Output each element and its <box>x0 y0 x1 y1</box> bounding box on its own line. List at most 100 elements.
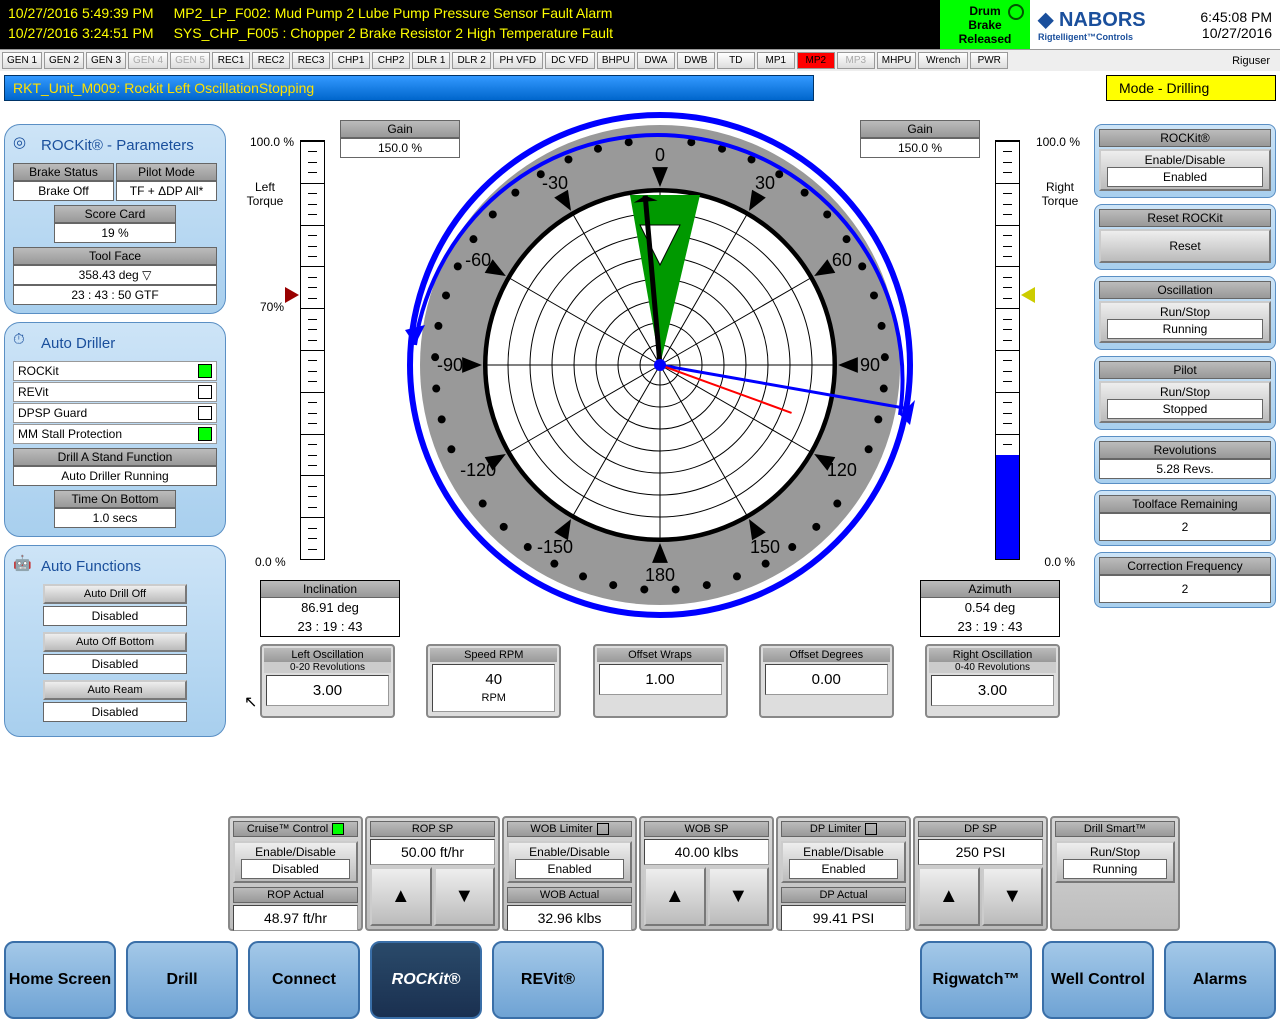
osc-box[interactable]: Left Oscillation0-20 Revolutions3.00 <box>260 644 395 718</box>
nav-connect[interactable]: Connect <box>248 941 360 1019</box>
status-dlr-2[interactable]: DLR 2 <box>452 52 490 69</box>
rop-up-button[interactable]: ▲ <box>370 867 432 926</box>
rockit-enable-button[interactable]: Enable/DisableEnabled <box>1099 149 1271 191</box>
status-pwr[interactable]: PWR <box>970 52 1008 69</box>
alarm-log: 10/27/2016 5:49:39 PMMP2_LP_F002: Mud Pu… <box>0 0 940 49</box>
af-button[interactable]: Auto Drill Off <box>43 584 187 604</box>
mode-indicator: Mode - Drilling <box>1106 75 1276 101</box>
auto-item[interactable]: DPSP Guard <box>13 403 217 423</box>
nav-alarms[interactable]: Alarms <box>1164 941 1276 1019</box>
top-bar: 10/27/2016 5:49:39 PMMP2_LP_F002: Mud Pu… <box>0 0 1280 50</box>
status-mhpu[interactable]: MHPU <box>877 52 916 69</box>
status-bhpu[interactable]: BHPU <box>597 52 635 69</box>
clock: 6:45:08 PM 10/27/2016 <box>1200 9 1272 41</box>
nav-home-screen[interactable]: Home Screen <box>4 941 116 1019</box>
status-ph-vfd[interactable]: PH VFD <box>493 52 543 69</box>
nav-rockit-[interactable]: ROCKit® <box>370 941 482 1019</box>
status-rec2[interactable]: REC2 <box>252 52 290 69</box>
bottom-nav: Home ScreenDrillConnectROCKit®REVit® Rigw… <box>4 941 1276 1019</box>
indicator-icon <box>332 823 344 835</box>
dp-down-button[interactable]: ▼ <box>982 867 1044 926</box>
osc-runstop-button[interactable]: Run/StopRunning <box>1099 301 1271 343</box>
status-dc-vfd[interactable]: DC VFD <box>545 52 595 69</box>
status-rec3[interactable]: REC3 <box>292 52 330 69</box>
osc-box[interactable]: Speed RPM40RPM <box>426 644 561 718</box>
wob-down-button[interactable]: ▼ <box>708 867 770 926</box>
message-bar: RKT_Unit_M009: Rockit Left OscillationSt… <box>0 71 1280 105</box>
wob-limiter-panel: WOB Limiter Enable/DisableEnabled WOB Ac… <box>502 816 637 931</box>
svg-text:0: 0 <box>655 145 665 165</box>
svg-text:90: 90 <box>860 355 880 375</box>
reset-rockit-panel: Reset ROCKit Reset <box>1094 204 1276 270</box>
status-mp1[interactable]: MP1 <box>757 52 795 69</box>
dp-enable-button[interactable]: Enable/DisableEnabled <box>781 841 906 883</box>
wob-sp-panel: WOB SP 40.00 klbs ▲▼ <box>639 816 774 931</box>
alarm-msg: SYS_CHP_F005 : Chopper 2 Brake Resistor … <box>174 24 613 44</box>
osc-box[interactable]: Offset Degrees0.00 <box>759 644 894 718</box>
toolface-compass: 0306090120150180-150-120-90-60-30 <box>400 105 920 625</box>
status-gen-3[interactable]: GEN 3 <box>86 52 126 69</box>
wob-enable-button[interactable]: Enable/DisableEnabled <box>507 841 632 883</box>
indicator-icon <box>597 823 609 835</box>
status-mp2[interactable]: MP2 <box>797 52 835 69</box>
auto-item[interactable]: MM Stall Protection <box>13 424 217 444</box>
status-chp1[interactable]: CHP1 <box>332 52 370 69</box>
pilot-runstop-button[interactable]: Run/StopStopped <box>1099 381 1271 423</box>
control-strip: Cruise™ Control Enable/DisableDisabled R… <box>228 816 1278 931</box>
nav-well-control[interactable]: Well Control <box>1042 941 1154 1019</box>
rockit-enable-panel: ROCKit® Enable/DisableEnabled <box>1094 124 1276 198</box>
drum-brake-status: Drum Brake Released <box>940 0 1030 49</box>
alarm-msg: MP2_LP_F002: Mud Pump 2 Lube Pump Pressu… <box>174 4 613 24</box>
svg-text:-150: -150 <box>537 537 573 557</box>
status-dwb[interactable]: DWB <box>677 52 715 69</box>
auto-driller-panel: ⏱Auto Driller ROCKitREVitDPSP GuardMM St… <box>4 322 226 537</box>
status-dwa[interactable]: DWA <box>637 52 675 69</box>
right-torque-bar <box>995 140 1020 560</box>
status-rec1[interactable]: REC1 <box>212 52 250 69</box>
auto-item[interactable]: ROCKit <box>13 361 217 381</box>
osc-box[interactable]: Right Oscillation0-40 Revolutions3.00 <box>925 644 1060 718</box>
drillsmart-button[interactable]: Run/StopRunning <box>1055 841 1175 883</box>
rockit-params-panel: ◎ROCKit® - Parameters Brake StatusBrake … <box>4 124 226 314</box>
svg-text:30: 30 <box>755 173 775 193</box>
af-button[interactable]: Auto Ream <box>43 680 187 700</box>
azimuth-box: Azimuth 0.54 deg 23 : 19 : 43 <box>920 580 1060 637</box>
status-gen-2[interactable]: GEN 2 <box>44 52 84 69</box>
rop-down-button[interactable]: ▼ <box>434 867 496 926</box>
drillsmart-panel: Drill Smart™ Run/StopRunning <box>1050 816 1180 931</box>
left-column: ◎ROCKit® - Parameters Brake StatusBrake … <box>0 120 230 933</box>
wob-up-button[interactable]: ▲ <box>644 867 706 926</box>
status-gen-1[interactable]: GEN 1 <box>2 52 42 69</box>
dp-limiter-panel: DP Limiter Enable/DisableEnabled DP Actu… <box>776 816 911 931</box>
cruise-panel: Cruise™ Control Enable/DisableDisabled R… <box>228 816 363 931</box>
auto-item[interactable]: REVit <box>13 382 217 402</box>
alarm-ts: 10/27/2016 3:24:51 PM <box>8 24 154 44</box>
svg-text:-30: -30 <box>542 173 568 193</box>
status-chp2[interactable]: CHP2 <box>372 52 410 69</box>
osc-box[interactable]: Offset Wraps1.00 <box>593 644 728 718</box>
right-column: ROCKit® Enable/DisableEnabled Reset ROCK… <box>1090 120 1280 933</box>
status-td[interactable]: TD <box>717 52 755 69</box>
status-wrench[interactable]: Wrench <box>918 52 968 69</box>
status-gen-4[interactable]: GEN 4 <box>128 52 168 69</box>
gauge-area: Gain150.0 % Gain150.0 % 100.0 % 70% 0.0 … <box>230 120 1090 610</box>
nav-drill[interactable]: Drill <box>126 941 238 1019</box>
nav-rigwatch-[interactable]: Rigwatch™ <box>920 941 1032 1019</box>
correction-freq-panel: Correction Frequency2 <box>1094 552 1276 608</box>
nav-revit-[interactable]: REVit® <box>492 941 604 1019</box>
af-button[interactable]: Auto Off Bottom <box>43 632 187 652</box>
status-dlr-1[interactable]: DLR 1 <box>412 52 450 69</box>
target-icon: ◎ <box>13 133 37 157</box>
nabors-logo: ◆ NABORS Rigtelligent™Controls <box>1038 7 1146 42</box>
user-label: Riguser <box>1232 55 1278 67</box>
reset-button[interactable]: Reset <box>1099 229 1271 263</box>
logo-area: ◆ NABORS Rigtelligent™Controls 6:45:08 P… <box>1030 0 1280 49</box>
incl-azim-row: Inclination 86.91 deg 23 : 19 : 43 Azimu… <box>230 580 1090 637</box>
status-gen-5[interactable]: GEN 5 <box>170 52 210 69</box>
cruise-enable-button[interactable]: Enable/DisableDisabled <box>233 841 358 883</box>
left-torque-label: LeftTorque <box>240 180 290 208</box>
status-mp3[interactable]: MP3 <box>837 52 875 69</box>
toolface-remaining-panel: Toolface Remaining2 <box>1094 490 1276 546</box>
dp-up-button[interactable]: ▲ <box>918 867 980 926</box>
right-torque-label: RightTorque <box>1035 180 1085 208</box>
